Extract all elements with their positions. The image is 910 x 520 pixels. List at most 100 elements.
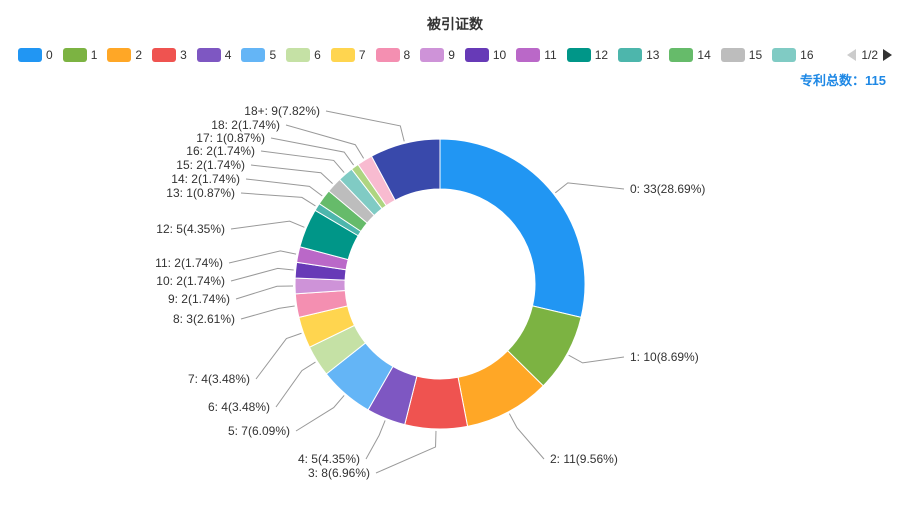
legend-item-10[interactable]: 10 [465,48,506,62]
legend-label: 14 [697,48,710,62]
legend-item-4[interactable]: 4 [197,48,232,62]
leader-line [366,420,385,459]
legend-label: 0 [46,48,53,62]
legend-swatch [567,48,591,62]
legend-pager: 1/2 [847,48,892,62]
leader-line [569,355,624,363]
slice-label-18+: 18+: 9(7.82%) [244,104,320,118]
slice-label-6: 6: 4(3.48%) [208,400,270,414]
leader-line [326,111,404,141]
chart-area: 0: 33(28.69%) 1: 10(8.69%) 2: 11(9.56%) 3: … [0,89,910,509]
slice-label-11: 11: 2(1.74%) [155,256,223,270]
leader-line [376,431,436,473]
legend-label: 8 [404,48,411,62]
leader-line [286,125,364,158]
slice-label-7: 7: 4(3.48%) [188,372,250,386]
leader-line [229,251,296,263]
legend-label: 6 [314,48,321,62]
leader-line [236,286,293,299]
leader-line [246,179,322,196]
legend-item-6[interactable]: 6 [286,48,321,62]
legend-item-12[interactable]: 12 [567,48,608,62]
chart-title: 被引证数 [0,0,910,34]
slice-label-1: 1: 10(8.69%) [630,350,699,364]
legend-label: 4 [225,48,232,62]
leader-line [555,183,624,193]
legend-label: 13 [646,48,659,62]
slice-label-15: 15: 2(1.74%) [176,158,245,172]
legend-label: 2 [135,48,142,62]
leader-line [256,333,301,379]
legend-swatch [516,48,540,62]
legend-item-9[interactable]: 9 [420,48,455,62]
legend-label: 12 [595,48,608,62]
leader-line [261,151,344,173]
legend-item-3[interactable]: 3 [152,48,187,62]
legend-item-0[interactable]: 0 [18,48,53,62]
legend-item-1[interactable]: 1 [63,48,98,62]
legend-label: 16 [800,48,813,62]
legend-swatch [618,48,642,62]
total-label: 专利总数： [800,73,865,88]
leader-line [296,395,344,431]
legend-swatch [18,48,42,62]
slice-label-18: 18: 2(1.74%) [211,118,280,132]
slice-label-2: 2: 11(9.56%) [550,452,618,466]
legend-item-7[interactable]: 7 [331,48,366,62]
leader-line [241,193,315,206]
legend-swatch [152,48,176,62]
slice-label-12: 12: 5(4.35%) [156,222,225,236]
legend-item-15[interactable]: 15 [721,48,762,62]
slice-label-10: 10: 2(1.74%) [156,274,225,288]
legend-label: 15 [749,48,762,62]
donut-chart: 0: 33(28.69%) 1: 10(8.69%) 2: 11(9.56%) 3: … [0,89,910,509]
legend-label: 11 [544,48,556,62]
legend-item-5[interactable]: 5 [241,48,276,62]
legend-label: 5 [269,48,276,62]
pager-next-icon[interactable] [883,49,892,61]
pager-prev-icon[interactable] [847,49,856,61]
legend-swatch [420,48,444,62]
legend-label: 10 [493,48,506,62]
slice-label-16: 16: 2(1.74%) [186,144,255,158]
leader-line [231,221,304,229]
total-value: 115 [865,73,886,88]
legend-item-14[interactable]: 14 [669,48,710,62]
total-count: 专利总数：115 [0,62,910,89]
slice-label-4: 4: 5(4.35%) [298,452,360,466]
donut-slice-0[interactable] [440,139,585,317]
slice-label-3: 3: 8(6.96%) [308,466,370,480]
legend-swatch [286,48,310,62]
legend-swatch [241,48,265,62]
leader-line [241,306,295,319]
legend-label: 1 [91,48,98,62]
legend-swatch [197,48,221,62]
pager-text: 1/2 [861,48,878,62]
legend-swatch [376,48,400,62]
leader-line [271,138,354,165]
slice-label-8: 8: 3(2.61%) [173,312,235,326]
legend-item-13[interactable]: 13 [618,48,659,62]
leader-line [509,414,544,459]
legend-label: 3 [180,48,187,62]
legend-item-8[interactable]: 8 [376,48,411,62]
legend-bar: 0123456789101112131415161/2 [0,34,910,62]
leader-line [276,362,315,407]
legend-swatch [331,48,355,62]
slice-label-17: 17: 1(0.87%) [196,131,265,145]
legend-swatch [107,48,131,62]
legend-swatch [772,48,796,62]
legend-item-11[interactable]: 11 [516,48,556,62]
legend-item-2[interactable]: 2 [107,48,142,62]
legend-swatch [669,48,693,62]
slice-label-0: 0: 33(28.69%) [630,182,705,196]
slice-label-14: 14: 2(1.74%) [171,172,240,186]
slice-label-9: 9: 2(1.74%) [168,292,230,306]
legend-item-16[interactable]: 16 [772,48,813,62]
slice-label-5: 5: 7(6.09%) [228,424,290,438]
legend-swatch [721,48,745,62]
leader-line [231,268,294,281]
slice-label-13: 13: 1(0.87%) [166,186,235,200]
legend-swatch [465,48,489,62]
legend-swatch [63,48,87,62]
